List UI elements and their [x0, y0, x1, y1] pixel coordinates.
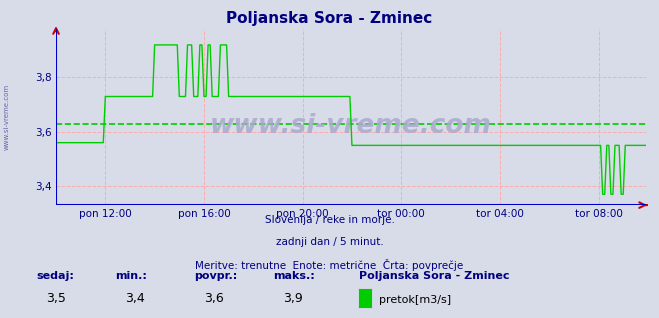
- Text: Meritve: trenutne  Enote: metrične  Črta: povprečje: Meritve: trenutne Enote: metrične Črta: …: [195, 259, 464, 271]
- Text: min.:: min.:: [115, 272, 147, 281]
- Text: sedaj:: sedaj:: [36, 272, 74, 281]
- Text: 3,6: 3,6: [204, 292, 224, 305]
- Text: maks.:: maks.:: [273, 272, 315, 281]
- Text: zadnji dan / 5 minut.: zadnji dan / 5 minut.: [275, 237, 384, 247]
- Text: Poljanska Sora - Zminec: Poljanska Sora - Zminec: [227, 11, 432, 26]
- Text: povpr.:: povpr.:: [194, 272, 238, 281]
- Text: www.si-vreme.com: www.si-vreme.com: [3, 84, 10, 150]
- Text: Poljanska Sora - Zminec: Poljanska Sora - Zminec: [359, 272, 509, 281]
- Text: www.si-vreme.com: www.si-vreme.com: [210, 113, 492, 139]
- Text: 3,4: 3,4: [125, 292, 145, 305]
- Text: Slovenija / reke in morje.: Slovenija / reke in morje.: [264, 215, 395, 225]
- Text: 3,9: 3,9: [283, 292, 303, 305]
- Text: pretok[m3/s]: pretok[m3/s]: [379, 295, 451, 305]
- Text: 3,5: 3,5: [46, 292, 66, 305]
